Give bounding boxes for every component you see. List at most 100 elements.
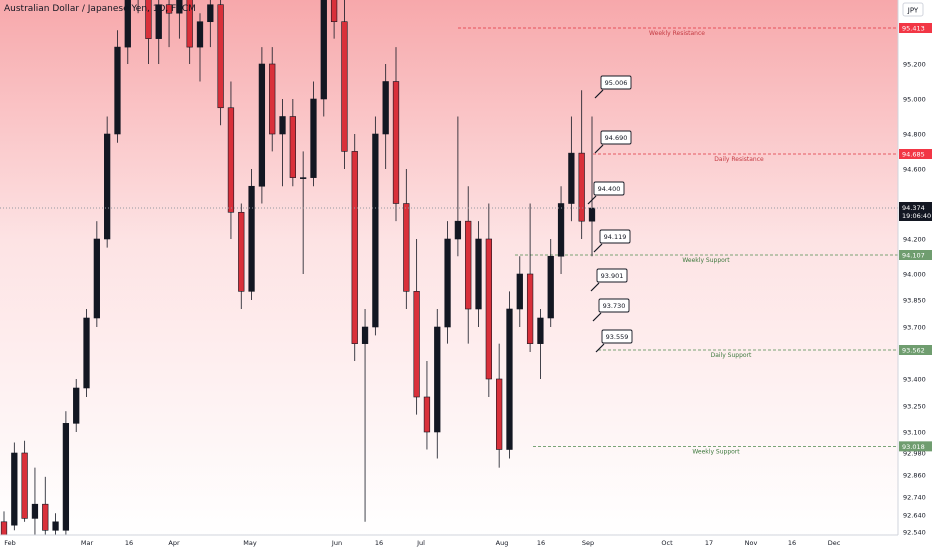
callouts-layer: 95.006 94.690 94.400 94.119 93.901 93.730 93.5…: [587, 75, 633, 353]
axis-level-labels: 95.413 94.685 94.107 93.562 93.018 94.37419:0…: [899, 23, 932, 452]
level-name: Weekly Resistance: [649, 30, 705, 37]
candle: [279, 99, 286, 187]
level-axis-tag: [899, 345, 932, 355]
level-axis-label: 93.562: [902, 347, 925, 355]
candle: [31, 467, 39, 539]
level-name: Weekly Support: [692, 448, 740, 455]
level-name: Daily Resistance: [714, 156, 764, 163]
callout-label: 93.559: [606, 333, 629, 341]
x-tick-label: Nov: [745, 539, 758, 547]
x-tick-label: 16: [375, 539, 383, 547]
candle: [289, 99, 296, 187]
y-tick-label: 95.000: [903, 96, 926, 104]
y-tick-label: 94.600: [903, 166, 926, 174]
candle: [248, 169, 255, 300]
x-tick-label: Aug: [496, 539, 509, 547]
candle: [330, 0, 338, 39]
candle: [465, 186, 472, 344]
candle: [496, 343, 503, 468]
currency-badge[interactable]: JPY: [902, 2, 924, 17]
candle: [42, 476, 49, 539]
candle: [351, 134, 358, 361]
y-tick-label: 93.850: [903, 297, 926, 305]
y-tick-label: 92.980: [903, 450, 926, 458]
candle: [93, 221, 100, 327]
level-axis-label: 95.413: [902, 25, 925, 33]
price-callout: 94.119: [593, 229, 631, 253]
candle: [547, 239, 554, 327]
candle: [557, 186, 565, 274]
candle: [124, 0, 131, 64]
candle: [269, 47, 276, 152]
y-tick-label: 92.640: [903, 512, 926, 520]
price-callout: 95.006: [594, 75, 632, 99]
y-tick-label: 93.100: [903, 429, 926, 437]
candle: [104, 116, 111, 248]
candle: [526, 203, 534, 352]
x-tick-label: Dec: [828, 539, 841, 547]
x-tick-label: Oct: [661, 539, 673, 547]
candle: [361, 309, 369, 522]
callout-label: 93.730: [603, 302, 626, 310]
x-axis-ticks: Feb Mar 16 Apr May Jun 16 Jul Aug 16 Sep Oct 17 Nov 16…: [4, 539, 840, 547]
level-axis-tag: [899, 23, 932, 33]
candle: [423, 361, 431, 450]
chart-title: Australian Dollar / Japanese Yen, 1D, FX…: [4, 4, 196, 14]
y-tick-label: 94.200: [903, 236, 926, 244]
level-axis-tag: [899, 441, 932, 452]
current-price-tag: [899, 202, 932, 221]
candle: [186, 0, 193, 64]
y-tick-label: 93.250: [903, 403, 926, 411]
candle: [392, 47, 400, 222]
y-tick-label: 93.700: [903, 324, 926, 332]
x-tick-label: Apr: [168, 539, 180, 547]
x-tick-label: Mar: [81, 539, 94, 547]
candle: [403, 169, 410, 309]
candle: [238, 203, 245, 309]
candle: [537, 309, 544, 379]
candle: [62, 411, 70, 539]
candle: [341, 0, 348, 169]
price-callout: 93.730: [592, 298, 630, 322]
candle: [11, 442, 18, 531]
x-tick-label: Feb: [4, 539, 16, 547]
candle: [485, 203, 492, 397]
candle: [382, 64, 389, 169]
x-tick-label: Jun: [331, 539, 342, 547]
x-tick-label: Sep: [582, 539, 594, 547]
candle: [434, 309, 441, 459]
x-tick-label: 16: [125, 539, 133, 547]
callout-label: 93.901: [601, 272, 624, 280]
candle: [413, 239, 420, 415]
price-callout: 93.559: [595, 329, 633, 353]
levels-layer: Weekly Resistance Daily Resistance Weekly …: [458, 27, 898, 455]
callout-label: 94.690: [605, 134, 628, 142]
level-axis-tag: [899, 149, 932, 159]
y-tick-label: 92.860: [903, 472, 926, 480]
candle: [475, 221, 482, 327]
candles-layer: [0, 0, 596, 550]
y-tick-label: 93.400: [903, 376, 926, 384]
candle: [145, 0, 152, 64]
price-callout: 94.690: [594, 130, 632, 154]
candle: [310, 81, 317, 187]
y-tick-label: 94.800: [903, 131, 926, 139]
candle: [176, 0, 183, 39]
candle: [454, 116, 462, 257]
x-tick-label: 16: [537, 539, 545, 547]
candle: [516, 256, 523, 327]
candle: [207, 0, 214, 48]
x-tick-label: 16: [788, 539, 796, 547]
price-callout: 93.901: [590, 268, 628, 292]
x-tick-label: 17: [705, 539, 713, 547]
level-name: Daily Support: [711, 352, 752, 359]
y-tick-label: 92.740: [903, 494, 926, 502]
y-axis-ticks: 95.200 95.000 94.800 94.600 94.200 94.000 93.8…: [903, 61, 926, 537]
candle: [258, 47, 266, 204]
candle: [320, 0, 327, 117]
price-callout: 94.400: [587, 181, 625, 205]
y-tick-label: 92.540: [903, 529, 926, 537]
candle: [578, 90, 585, 239]
